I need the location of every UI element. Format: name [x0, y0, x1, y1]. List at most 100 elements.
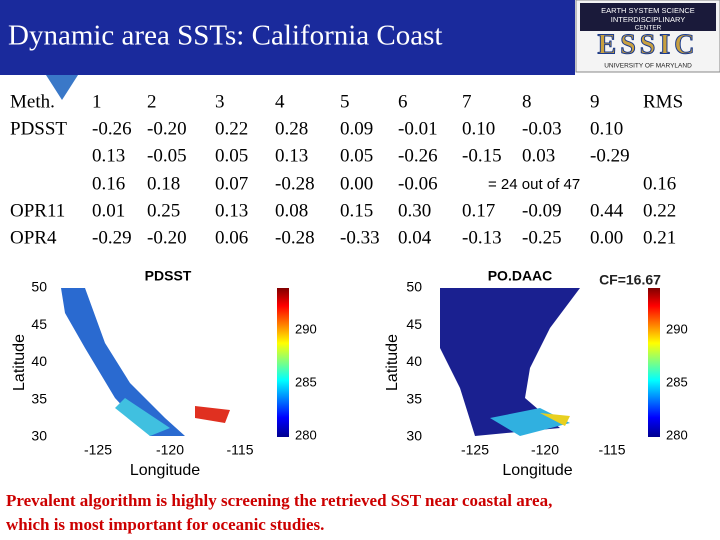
cell: -0.29: [590, 145, 630, 166]
x-tick-label: -115: [227, 442, 254, 458]
cell: 0.10: [462, 118, 495, 139]
cell: -0.20: [147, 118, 187, 139]
column-header: 6: [398, 91, 408, 112]
cell: 0.18: [147, 173, 180, 194]
logo: EARTH SYSTEM SCIENCE INTERDISCIPLINARY C…: [575, 0, 720, 73]
pointer: [46, 75, 78, 100]
cell: -0.25: [522, 227, 562, 248]
y-tick-label: 45: [406, 316, 422, 332]
map-panel: 290 285 280 50 45 40 35 30 -125 -120 -115 Longitude…: [11, 268, 316, 480]
column-header: RMS: [643, 91, 683, 112]
cell: 0.10: [590, 118, 623, 139]
cell: 0.30: [398, 200, 431, 221]
cell: -0.33: [340, 227, 380, 248]
footer-line: Prevalent algorithm is highly screening …: [6, 491, 552, 510]
cell: 0.13: [215, 200, 248, 221]
logo-line: INTERDISCIPLINARY: [611, 15, 685, 24]
cell: 0.28: [275, 118, 308, 139]
cell: -0.03: [522, 118, 562, 139]
y-axis-label: Latitude: [11, 334, 28, 391]
cell: 0.06: [215, 227, 248, 248]
cell: 0.16: [92, 173, 125, 194]
y-tick-label: 35: [31, 390, 47, 406]
map-panel: 290 285 280 50 45 40 35 30 -125 -120 -115 Longitude…: [384, 268, 687, 480]
slide-title: Dynamic area SSTs: California Coast: [8, 20, 443, 52]
logo-name: ESSIC: [598, 29, 699, 60]
cell: 0.07: [215, 173, 248, 194]
x-tick-label: -120: [156, 442, 184, 458]
y-tick-label: 50: [31, 279, 47, 295]
cell: 0.00: [590, 227, 623, 248]
cell: 0.13: [275, 145, 308, 166]
cell: -0.26: [92, 118, 132, 139]
rms-cell: 0.21: [643, 227, 676, 248]
title-bar: [0, 0, 575, 75]
map-title: PDSST: [145, 268, 192, 284]
y-tick-label: 40: [406, 353, 422, 369]
cell: 0.05: [340, 145, 373, 166]
colorbar: [277, 288, 289, 437]
cell: -0.26: [398, 145, 438, 166]
cell: 0.13: [92, 145, 125, 166]
column-header: 3: [215, 91, 225, 112]
footer-line: which is most important for oceanic stud…: [6, 515, 324, 534]
cell: -0.28: [275, 173, 315, 194]
y-tick-label: 45: [31, 316, 47, 332]
x-tick-label: -125: [84, 442, 112, 458]
row-label: PDSST: [10, 118, 67, 139]
logo-line: CENTER: [635, 25, 662, 32]
cell: 0.01: [92, 200, 125, 221]
colorbar-tick: 280: [666, 427, 688, 442]
logo-line: EARTH SYSTEM SCIENCE: [601, 6, 695, 15]
colorbar-tick: 290: [666, 321, 688, 336]
x-axis-label: Longitude: [130, 462, 200, 479]
sea-surface: [440, 288, 580, 436]
colorbar-tick: 280: [295, 427, 317, 442]
cell: 0.25: [147, 200, 180, 221]
logo-line: UNIVERSITY OF MARYLAND: [604, 63, 692, 70]
column-header: 5: [340, 91, 350, 112]
map-title: PO.DAAC: [488, 268, 553, 284]
cell: -0.28: [275, 227, 315, 248]
x-tick-label: -115: [599, 442, 626, 458]
cell: -0.20: [147, 227, 187, 248]
cell: 0.05: [215, 145, 248, 166]
note: = 24 out of 47: [488, 176, 580, 193]
cell: 0.00: [340, 173, 373, 194]
column-header: 4: [275, 91, 285, 112]
column-header: 9: [590, 91, 600, 112]
column-header: 1: [92, 91, 102, 112]
y-tick-label: 35: [406, 390, 422, 406]
cell: -0.13: [462, 227, 502, 248]
cell: 0.08: [275, 200, 308, 221]
sea-surface: [61, 288, 185, 436]
column-header: Meth.: [10, 91, 55, 112]
colorbar-tick: 290: [295, 321, 317, 336]
row-label: OPR4: [10, 227, 57, 248]
cell: -0.29: [92, 227, 132, 248]
y-axis-label: Latitude: [384, 334, 401, 391]
cloud-fraction: CF=16.67: [599, 272, 661, 288]
x-axis-label: Longitude: [502, 462, 572, 479]
cell: 0.09: [340, 118, 373, 139]
cell: -0.01: [398, 118, 438, 139]
cell: -0.06: [398, 173, 438, 194]
y-tick-label: 40: [31, 353, 47, 369]
sea-surface-hot: [195, 406, 230, 423]
y-tick-label: 30: [406, 428, 422, 444]
logo-band: [580, 3, 716, 31]
rms-cell: 0.22: [643, 200, 676, 221]
row-label: OPR11: [10, 200, 65, 221]
sea-surface-warm: [115, 398, 170, 436]
cell: -0.09: [522, 200, 562, 221]
cloud-fraction: CF=39.91: [144, 317, 206, 333]
cell: 0.03: [522, 145, 555, 166]
cell: 0.04: [398, 227, 432, 248]
colorbar-tick: 285: [666, 374, 688, 389]
y-tick-label: 50: [406, 279, 422, 295]
column-header: 7: [462, 91, 472, 112]
column-header: 8: [522, 91, 532, 112]
cell: 0.44: [590, 200, 624, 221]
cell: -0.05: [147, 145, 187, 166]
